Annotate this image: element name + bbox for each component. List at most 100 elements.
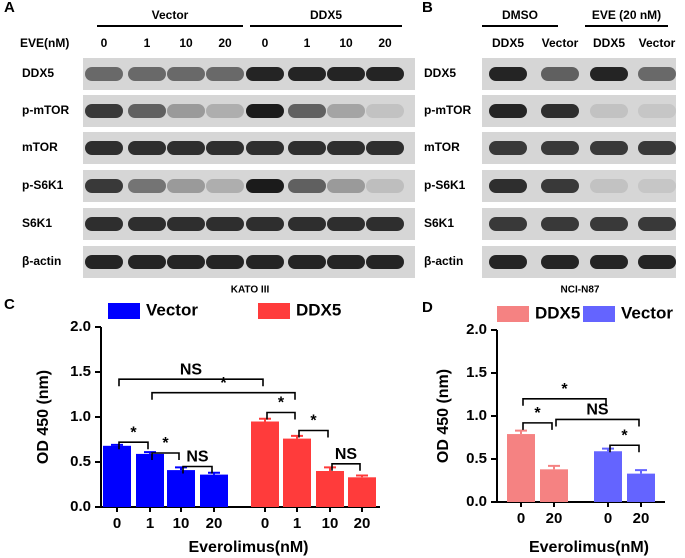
- band: [206, 104, 244, 118]
- y-tick-label: 0.0: [70, 498, 91, 515]
- row-label: S6K1: [22, 216, 52, 230]
- panel-label: D: [422, 299, 433, 316]
- x-tick-label: 20: [633, 510, 650, 527]
- band: [246, 67, 284, 81]
- bar: [507, 434, 535, 502]
- significance-bracket: [522, 422, 553, 430]
- lane-label: 20: [218, 36, 232, 50]
- band: [128, 67, 166, 81]
- band: [366, 67, 404, 81]
- significance-label: NS: [586, 402, 609, 419]
- y-tick-label: 2.0: [466, 321, 487, 338]
- band: [167, 67, 205, 81]
- band: [366, 217, 404, 231]
- panel-label: C: [4, 296, 15, 313]
- row-label: S6K1: [424, 216, 454, 230]
- band: [590, 141, 628, 155]
- band: [327, 67, 365, 81]
- x-tick-label: 0: [517, 510, 525, 527]
- band: [366, 255, 404, 269]
- band: [541, 255, 579, 269]
- row-label: p-S6K1: [22, 178, 64, 192]
- lane-label: 0: [101, 36, 108, 50]
- significance-label: *: [162, 435, 169, 452]
- band: [128, 104, 166, 118]
- band: [128, 141, 166, 155]
- legend-swatch: [258, 303, 290, 319]
- error-bar: [111, 443, 123, 446]
- band: [167, 141, 205, 155]
- row-label: β-actin: [424, 254, 463, 268]
- bar: [627, 473, 655, 502]
- lane-label: DDX5: [492, 36, 524, 50]
- lane-label: 20: [378, 36, 392, 50]
- group-label: DDX5: [310, 8, 342, 22]
- lane-label: 0: [262, 36, 269, 50]
- lane-label: 1: [144, 36, 151, 50]
- lane-label: Vector: [639, 36, 676, 50]
- bar: [540, 469, 568, 502]
- band: [327, 255, 365, 269]
- error-bar: [208, 471, 220, 475]
- bar: [136, 453, 164, 507]
- bar: [200, 474, 228, 507]
- significance-bracket: [118, 378, 264, 387]
- significance-label: *: [534, 405, 541, 422]
- row-label: p-mTOR: [22, 103, 69, 117]
- band: [288, 179, 326, 193]
- band: [288, 67, 326, 81]
- band: [85, 141, 123, 155]
- row-label: β-actin: [22, 254, 61, 268]
- legend-label: Vector: [621, 303, 673, 322]
- significance-bracket: [609, 444, 640, 453]
- significance-label: *: [130, 424, 137, 441]
- significance-bracket: [266, 411, 296, 420]
- row-label: mTOR: [424, 140, 460, 154]
- band: [246, 104, 284, 118]
- band: [167, 255, 205, 269]
- band: [489, 179, 527, 193]
- band: [541, 67, 579, 81]
- band: [590, 217, 628, 231]
- band: [590, 255, 628, 269]
- band: [85, 255, 123, 269]
- band: [206, 179, 244, 193]
- band: [206, 217, 244, 231]
- band: [206, 67, 244, 81]
- x-tick-label: 10: [322, 515, 339, 532]
- band: [366, 179, 404, 193]
- band: [288, 255, 326, 269]
- error-bar: [635, 469, 647, 474]
- bar: [251, 421, 279, 507]
- error-bar: [602, 447, 614, 452]
- dose-label: EVE(nM): [20, 36, 69, 50]
- legend-swatch: [583, 306, 615, 322]
- bar: [348, 477, 376, 507]
- significance-label: *: [621, 427, 628, 444]
- band: [541, 104, 579, 118]
- error-bar: [259, 417, 271, 422]
- band: [590, 179, 628, 193]
- band: [327, 217, 365, 231]
- group-label: DMSO: [502, 8, 538, 22]
- band: [128, 179, 166, 193]
- significance-bracket: [182, 465, 213, 474]
- band: [246, 141, 284, 155]
- group-label: EVE (20 nM): [592, 8, 661, 22]
- row-label: DDX5: [22, 66, 54, 80]
- lane-label: 10: [179, 36, 193, 50]
- band: [541, 217, 579, 231]
- panel-label: B: [422, 0, 433, 16]
- significance-label: NS: [335, 446, 358, 463]
- band: [489, 217, 527, 231]
- band: [366, 141, 404, 155]
- band: [246, 179, 284, 193]
- band: [206, 141, 244, 155]
- x-tick-label: 20: [206, 515, 223, 532]
- band: [638, 104, 676, 118]
- significance-bracket: [151, 452, 180, 460]
- band: [128, 255, 166, 269]
- y-tick-label: 1.5: [70, 363, 91, 380]
- significance-label: *: [278, 395, 285, 412]
- row-label: DDX5: [424, 66, 456, 80]
